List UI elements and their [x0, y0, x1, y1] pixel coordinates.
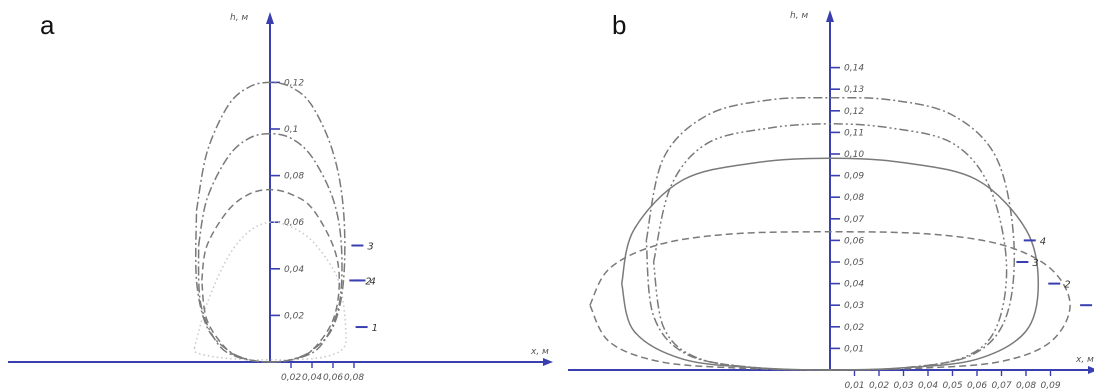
x-tick-label: 0,01: [845, 381, 865, 390]
y-axis-label: h, м: [790, 11, 808, 21]
series-1-label: 1: [372, 323, 378, 334]
x-axis-label: x, м: [530, 347, 549, 357]
x-tick-label: 0,05: [943, 381, 963, 390]
panel-label-a: a: [40, 10, 55, 40]
x-tick-label: 0,03: [894, 381, 914, 390]
y-tick-label: 0,08: [284, 172, 304, 182]
y-tick-label: 0,07: [844, 215, 864, 225]
y-tick-label: 0,08: [844, 193, 864, 203]
x-tick-label: 0,09: [1041, 381, 1061, 390]
y-tick-label: 0,13: [844, 85, 864, 95]
series-2-curve: [201, 188, 341, 363]
x-axis-arrow: [1088, 366, 1094, 374]
chart-a-svg: h, мx, м0,020,040,060,080,10,120,02 0,04 0…: [8, 12, 553, 383]
y-tick-label: 0,12: [844, 107, 864, 117]
y-tick-label: 0,02: [844, 323, 864, 333]
series-3-label: 3: [367, 242, 373, 253]
y-axis-arrow: [826, 10, 834, 22]
x-tick-label: 0,04: [302, 373, 322, 383]
x-tick-label: 0,02: [281, 373, 301, 383]
y-tick-label: 0,06: [844, 236, 864, 246]
y-tick-label: 0,06: [284, 218, 304, 228]
y-tick-label: 0,03: [844, 301, 864, 311]
y-tick-label: 0,12: [284, 78, 304, 88]
y-axis-arrow: [266, 12, 274, 24]
chart-panel-b: b h, м x, м 0,01 0,02 0,03 0,04 0,05 0,06 0,07 0,…: [560, 0, 1094, 390]
series-4-curve: [194, 81, 346, 363]
y-tick-label: 0,14: [844, 64, 864, 74]
series-3-curve: [197, 132, 343, 363]
y-tick-label: 0,05: [844, 258, 864, 268]
x-axis-arrow: [543, 358, 553, 366]
x-axis-label: x, м: [1075, 355, 1094, 365]
series-3-label: 3: [1032, 258, 1038, 269]
y-tick-label: 0,02: [284, 311, 304, 321]
series-4-label: 4: [1040, 236, 1046, 247]
y-axis-label: h, м: [230, 13, 248, 23]
series-4-label: 4: [370, 276, 376, 287]
y-tick-label: 0,09: [844, 172, 864, 182]
series-2-label: 2: [1064, 280, 1070, 291]
x-tick-label: 0,08: [1016, 381, 1036, 390]
chart-b-svg: h, м x, м 0,01 0,02 0,03 0,04 0,05 0,06 0,07 0,08…: [568, 10, 1094, 390]
series-4-curve: [645, 96, 1016, 371]
x-tick-label: 0,06: [967, 381, 987, 390]
panel-label-b: b: [612, 10, 627, 40]
series-2-label: 2: [365, 276, 371, 287]
y-tick-label: 0,1: [284, 125, 298, 135]
x-tick-label: 0,06: [323, 373, 343, 383]
y-tick-label: 0,04: [844, 280, 864, 290]
y-tick-label: 0,04: [284, 265, 304, 275]
x-tick-label: 0,08: [344, 373, 364, 383]
y-tick-label: 0,11: [844, 128, 864, 138]
y-tick-label: 0,10: [844, 150, 864, 160]
y-tick-label: 0,01: [844, 344, 864, 354]
x-tick-label: 0,04: [918, 381, 938, 390]
chart-panel-a: a h, м x, м 0,02 0,04 0,06 0,08 0,1 0,12 0,02 0,0…: [8, 10, 553, 383]
series-1-curve: [589, 231, 1071, 371]
x-tick-label: 0,02: [869, 381, 889, 390]
x-tick-label: 0,07: [992, 381, 1012, 390]
